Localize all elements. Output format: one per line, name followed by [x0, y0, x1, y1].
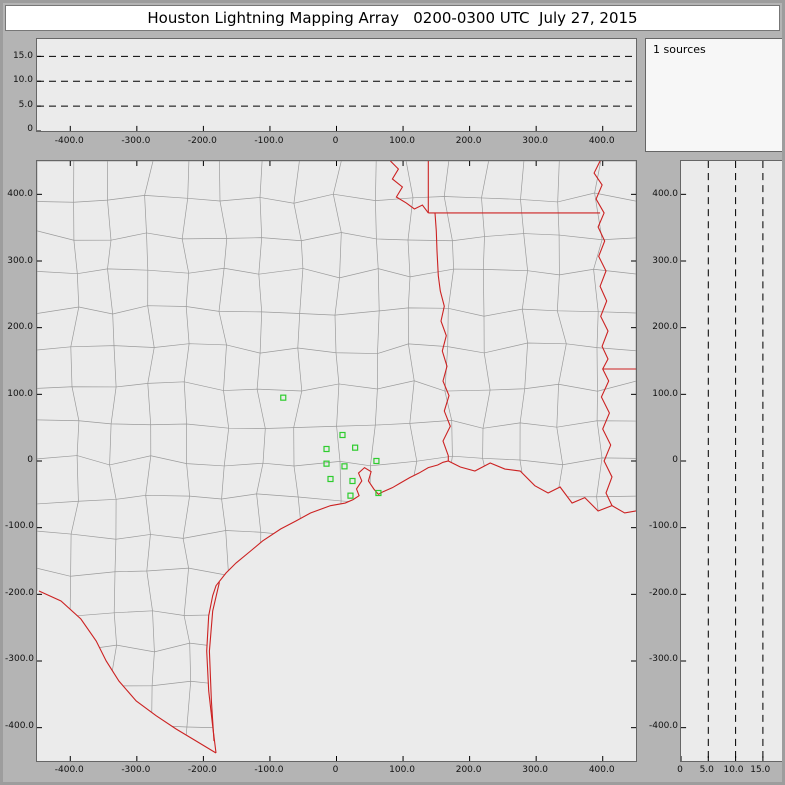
tick-label: 5.0	[18, 99, 33, 110]
altitude-ns-panel[interactable]	[680, 160, 782, 762]
tick-label: -400.0	[5, 720, 35, 731]
tick-label: -100.0	[254, 136, 284, 146]
tick-label: 10.0	[12, 75, 33, 86]
tick-label: 100.0	[7, 388, 33, 399]
altitude-ew-panel[interactable]	[36, 38, 637, 132]
tick-label: 200.0	[455, 765, 482, 775]
tick-label: -400.0	[54, 765, 84, 775]
tick-label: 300.0	[522, 136, 549, 146]
lma-stations-layer	[280, 394, 382, 499]
window-title: Houston Lightning Mapping Array 0200-030…	[147, 9, 638, 27]
tick-label: -300.0	[121, 765, 151, 775]
tick-label: 400.0	[7, 189, 33, 200]
tick-label: 400.0	[588, 136, 615, 146]
tick-label: -200.0	[5, 587, 35, 598]
tick-label: 100.0	[652, 388, 678, 399]
title-bar: Houston Lightning Mapping Array 0200-030…	[5, 5, 780, 31]
sources-panel: 1 sources	[645, 38, 782, 152]
tick-label: -300.0	[121, 136, 151, 146]
tick-label: 400.0	[588, 765, 615, 775]
tick-label: -400.0	[648, 720, 678, 731]
tick-label: 100.0	[389, 136, 415, 146]
tick-label: -100.0	[254, 765, 284, 775]
tick-label: 300.0	[7, 255, 33, 266]
plan-view-map[interactable]	[37, 161, 636, 761]
tick-label: -300.0	[5, 654, 35, 665]
tick-label: 200.0	[7, 322, 33, 333]
plan-view-map-panel[interactable]	[36, 160, 637, 762]
tick-label: 200.0	[652, 322, 678, 333]
tick-label: 0	[672, 455, 678, 465]
tick-label: 0	[677, 765, 683, 775]
tick-label: 5.0	[699, 765, 714, 775]
tick-label: -100.0	[5, 521, 35, 532]
tick-label: 100.0	[389, 765, 415, 775]
tick-label: 300.0	[522, 765, 549, 775]
tick-label: 0	[332, 136, 339, 146]
state-borders-layer	[38, 161, 636, 754]
tick-label: -200.0	[187, 765, 217, 775]
tick-label: 15.0	[12, 51, 33, 62]
altitude-ew-plot[interactable]	[37, 39, 636, 131]
altitude-ns-plot[interactable]	[681, 161, 782, 761]
tick-label: 10.0	[723, 765, 744, 775]
tick-label: -200.0	[187, 136, 217, 146]
tick-label: -200.0	[648, 587, 678, 598]
tick-label: 0	[332, 765, 339, 775]
tick-label: 0	[27, 124, 33, 134]
tick-label: 200.0	[455, 136, 482, 146]
tick-label: -400.0	[54, 136, 84, 146]
tick-label: 15.0	[750, 765, 771, 775]
county-boundaries-layer	[37, 161, 636, 753]
tick-label: 400.0	[652, 189, 678, 200]
tick-label: -300.0	[648, 654, 678, 665]
tick-label: -100.0	[648, 521, 678, 532]
sources-count-label: 1 sources	[653, 43, 706, 56]
tick-label: 0	[27, 455, 33, 465]
tick-label: 300.0	[652, 255, 678, 266]
